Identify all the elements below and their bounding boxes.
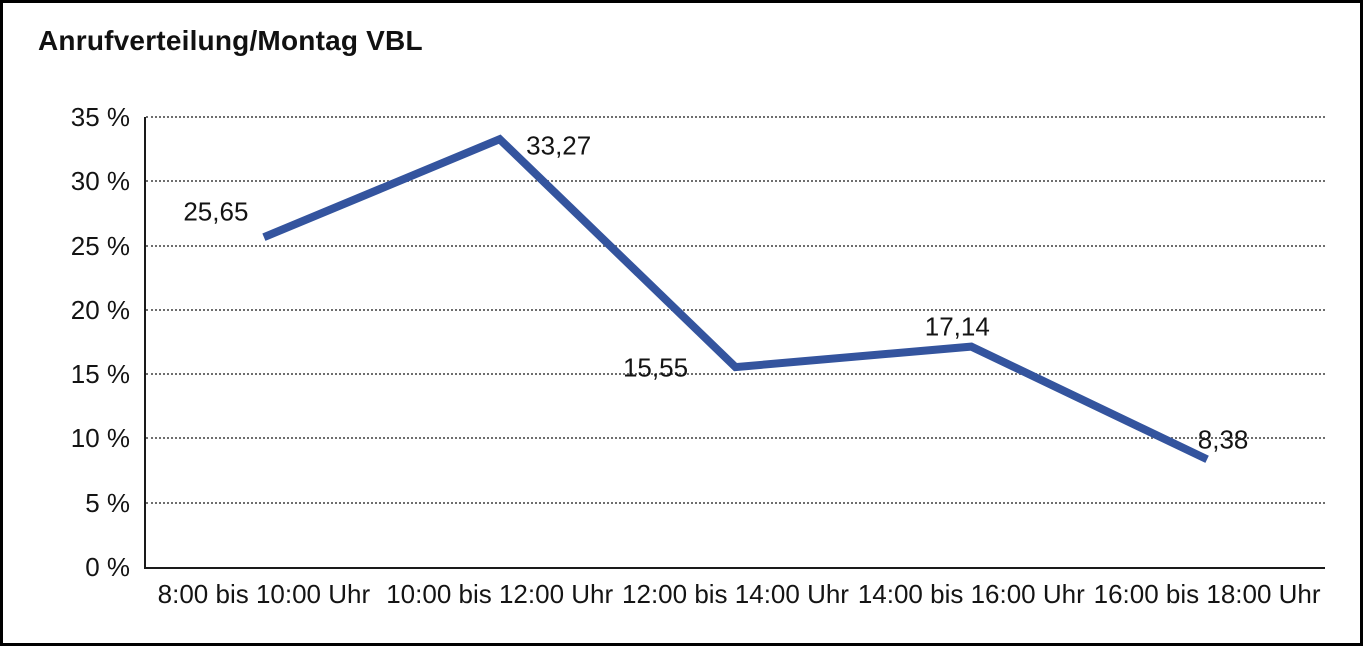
y-axis-tick-label: 5 % bbox=[85, 487, 130, 518]
data-point-label: 33,27 bbox=[526, 130, 592, 161]
gridline bbox=[146, 180, 1325, 183]
data-point-label: 17,14 bbox=[924, 311, 990, 342]
x-axis-tick-label: 14:00 bis 16:00 Uhr bbox=[857, 579, 1085, 609]
x-axis-tick-label: 12:00 bis 14:00 Uhr bbox=[622, 579, 849, 609]
gridline bbox=[146, 116, 1325, 118]
data-point-label: 25,65 bbox=[183, 196, 249, 227]
y-axis-tick-label: 15 % bbox=[70, 359, 130, 390]
gridline bbox=[146, 437, 1325, 440]
x-axis-tick-label: 8:00 bis 10:00 Uhr bbox=[157, 579, 371, 609]
series-polyline bbox=[262, 134, 1209, 463]
data-point-label: 8,38 bbox=[1197, 424, 1249, 455]
y-axis-tick-label: 0 % bbox=[85, 552, 130, 582]
x-axis-line bbox=[144, 567, 1325, 569]
y-axis-tick-label: 35 % bbox=[70, 102, 130, 132]
y-axis-tick-label: 30 % bbox=[70, 166, 130, 197]
line-series bbox=[262, 134, 1209, 463]
data-point-label: 15,55 bbox=[622, 352, 689, 383]
gridline bbox=[146, 308, 1325, 311]
chart-title: Anrufverteilung/Montag VBL bbox=[38, 25, 423, 56]
gridline bbox=[146, 501, 1325, 504]
gridline bbox=[146, 373, 1325, 376]
y-axis-tick-label: 25 % bbox=[70, 230, 130, 261]
gridline bbox=[146, 244, 1325, 247]
y-axis-line bbox=[144, 117, 146, 569]
x-axis-tick-label: 10:00 bis 12:00 Uhr bbox=[386, 579, 614, 609]
y-axis-tick-label: 20 % bbox=[70, 294, 130, 325]
x-axis-tick-label: 16:00 bis 18:00 Uhr bbox=[1093, 579, 1321, 609]
y-axis-tick-label: 10 % bbox=[70, 423, 130, 454]
